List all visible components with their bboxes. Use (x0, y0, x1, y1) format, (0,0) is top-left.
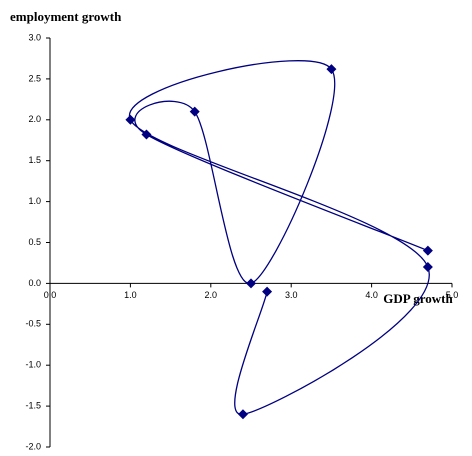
y-tick-label: -2.0 (25, 441, 41, 451)
y-tick-label: 0.5 (28, 237, 41, 247)
y-tick-label: -1.5 (25, 400, 41, 410)
y-axis-label: employment growth (10, 9, 122, 24)
x-tick-label: 4.0 (365, 290, 378, 300)
marker (125, 114, 136, 125)
marker (189, 106, 200, 117)
series-line (129, 60, 430, 415)
x-tick-label: 2.0 (205, 290, 218, 300)
x-axis-label: GDP growth (383, 291, 453, 306)
x-tick-label: 0.0 (44, 290, 57, 300)
marker (246, 278, 256, 289)
marker (237, 409, 248, 420)
marker (422, 262, 433, 273)
marker (422, 245, 433, 256)
y-tick-label: -0.5 (25, 319, 41, 329)
y-tick-label: 1.0 (28, 196, 41, 206)
marker (262, 286, 273, 297)
marker (326, 64, 337, 75)
y-tick-label: -1.0 (25, 360, 41, 370)
y-tick-label: 1.5 (28, 155, 41, 165)
y-tick-label: 2.0 (28, 114, 41, 124)
y-tick-label: 2.5 (28, 73, 41, 83)
x-tick-label: 5.0 (446, 290, 459, 300)
x-tick-label: 1.0 (124, 290, 137, 300)
marker (141, 129, 152, 140)
x-tick-label: 3.0 (285, 290, 298, 300)
y-tick-label: 3.0 (28, 32, 41, 42)
y-tick-label: 0.0 (28, 278, 41, 288)
